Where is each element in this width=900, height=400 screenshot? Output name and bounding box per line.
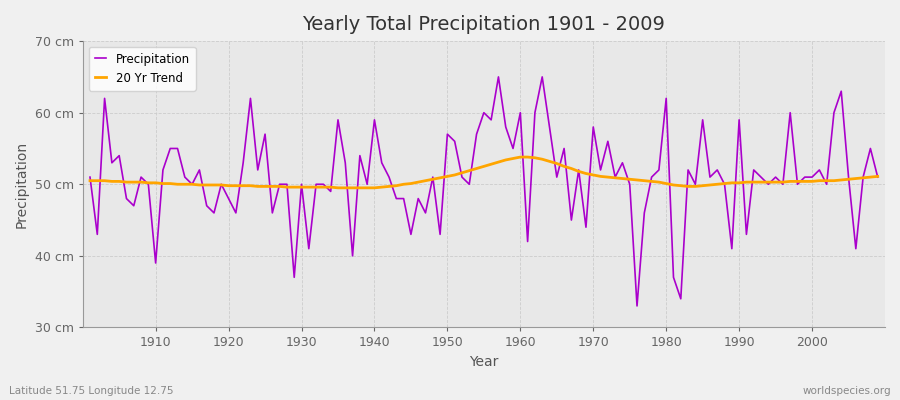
X-axis label: Year: Year: [469, 355, 499, 369]
Title: Yearly Total Precipitation 1901 - 2009: Yearly Total Precipitation 1901 - 2009: [302, 15, 665, 34]
Text: worldspecies.org: worldspecies.org: [803, 386, 891, 396]
Legend: Precipitation, 20 Yr Trend: Precipitation, 20 Yr Trend: [88, 47, 196, 91]
20 Yr Trend: [617, 176, 628, 181]
Precipitation: [515, 110, 526, 115]
Text: Latitude 51.75 Longitude 12.75: Latitude 51.75 Longitude 12.75: [9, 386, 174, 396]
Precipitation: [493, 74, 504, 79]
Precipitation: [85, 175, 95, 180]
Precipitation: [347, 254, 358, 258]
Precipitation: [522, 239, 533, 244]
20 Yr Trend: [85, 178, 95, 183]
Precipitation: [609, 175, 620, 180]
20 Yr Trend: [522, 155, 533, 160]
Line: 20 Yr Trend: 20 Yr Trend: [90, 157, 878, 188]
20 Yr Trend: [333, 186, 344, 190]
20 Yr Trend: [303, 185, 314, 190]
Precipitation: [872, 175, 883, 180]
20 Yr Trend: [872, 174, 883, 179]
20 Yr Trend: [515, 155, 526, 160]
Precipitation: [303, 246, 314, 251]
20 Yr Trend: [529, 155, 540, 160]
20 Yr Trend: [355, 186, 365, 190]
Y-axis label: Precipitation: Precipitation: [15, 141, 29, 228]
Precipitation: [143, 182, 154, 187]
Line: Precipitation: Precipitation: [90, 77, 878, 306]
20 Yr Trend: [143, 180, 154, 185]
Precipitation: [632, 304, 643, 308]
